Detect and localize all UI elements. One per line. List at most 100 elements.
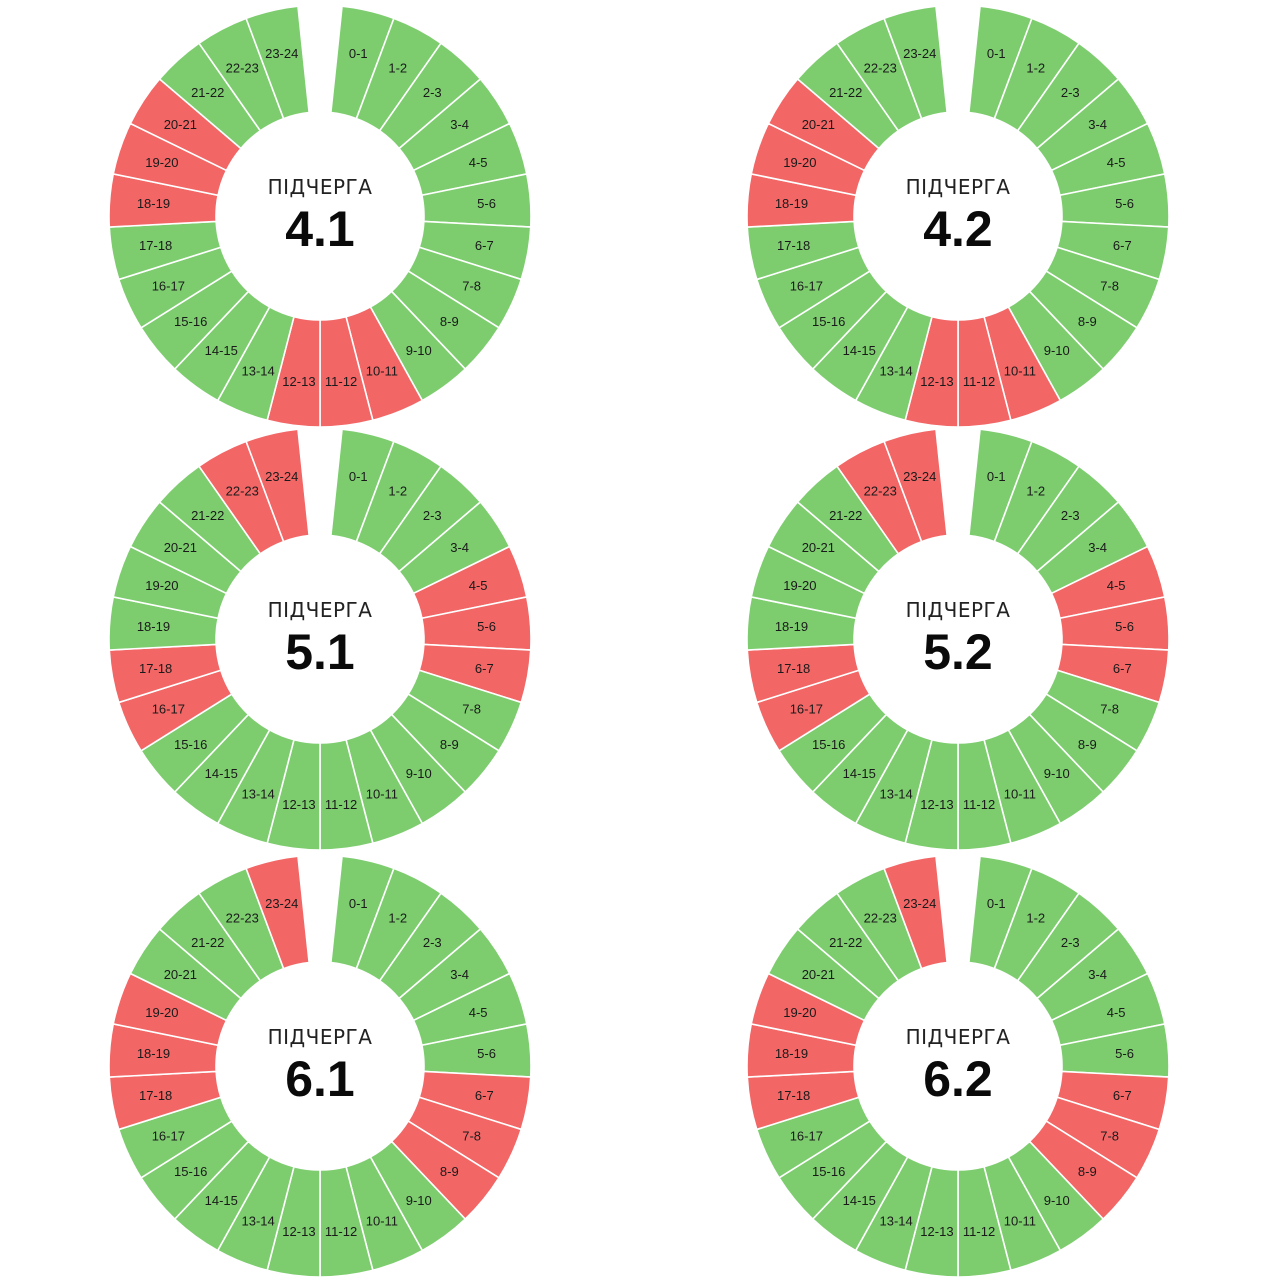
hour-label: 8-9 — [1078, 1164, 1097, 1179]
schedule-wheel-4-2: 0-1 1-2 2-3 3-4 4-5 5-6 6-7 7-8 8-9 9-10 10-11 11-1… — [746, 5, 1170, 428]
hour-label: 10-11 — [366, 364, 398, 379]
hour-label: 9-10 — [1044, 343, 1070, 358]
hour-label: 22-23 — [864, 484, 897, 499]
hour-label: 14-15 — [843, 766, 876, 781]
hour-label: 20-21 — [164, 967, 197, 982]
hour-label: 19-20 — [783, 155, 816, 170]
hour-label: 21-22 — [191, 935, 224, 950]
subqueue-number: 5.1 — [285, 624, 355, 680]
subqueue-number: 6.1 — [285, 1051, 355, 1107]
hour-label: 0-1 — [987, 46, 1006, 61]
hour-label: 11-12 — [963, 374, 995, 389]
hour-label: 9-10 — [1044, 1193, 1070, 1208]
hour-label: 1-2 — [1026, 61, 1045, 76]
hour-label: 21-22 — [191, 508, 224, 523]
hour-label: 2-3 — [1061, 85, 1080, 100]
hour-label: 10-11 — [1004, 787, 1036, 802]
subqueue-number: 4.1 — [285, 201, 355, 257]
hour-label: 7-8 — [462, 278, 481, 293]
hour-label: 17-18 — [777, 661, 810, 676]
hour-label: 11-12 — [963, 797, 995, 812]
hour-label: 17-18 — [777, 1088, 810, 1103]
subqueue-caption: ПІДЧЕРГА — [906, 175, 1011, 199]
hour-label: 2-3 — [423, 85, 442, 100]
hour-label: 9-10 — [406, 1193, 432, 1208]
hour-label: 12-13 — [282, 797, 315, 812]
hour-label: 22-23 — [226, 911, 259, 926]
hour-label: 9-10 — [406, 343, 432, 358]
subqueue-caption: ПІДЧЕРГА — [906, 598, 1011, 622]
hour-label: 4-5 — [1107, 1005, 1126, 1020]
hour-label: 14-15 — [205, 766, 238, 781]
hour-label: 20-21 — [164, 117, 197, 132]
hour-label: 10-11 — [366, 787, 398, 802]
hour-label: 3-4 — [450, 967, 469, 982]
hour-label: 15-16 — [174, 314, 207, 329]
hour-label: 15-16 — [812, 737, 845, 752]
hour-label: 7-8 — [462, 701, 481, 716]
hour-segment-23-24-on — [883, 5, 949, 120]
hour-segment-23-24-off — [245, 855, 311, 970]
hour-label: 6-7 — [475, 1088, 494, 1103]
hour-label: 4-5 — [1107, 578, 1126, 593]
hour-label: 2-3 — [423, 935, 442, 950]
hour-label: 7-8 — [1100, 1128, 1119, 1143]
hour-segment-23-24-off — [245, 428, 311, 543]
hour-label: 5-6 — [477, 196, 496, 211]
hour-label: 12-13 — [282, 374, 315, 389]
hour-label: 17-18 — [777, 238, 810, 253]
hour-label: 5-6 — [1115, 619, 1134, 634]
hour-label: 14-15 — [205, 1193, 238, 1208]
hour-label: 15-16 — [174, 737, 207, 752]
hour-label: 12-13 — [282, 1224, 315, 1239]
hour-label: 11-12 — [325, 1224, 357, 1239]
hour-segment-23-24-on — [245, 5, 311, 120]
hour-label: 18-19 — [775, 1046, 808, 1061]
hour-segment-23-24-off — [883, 428, 949, 543]
hour-label: 16-17 — [152, 701, 185, 716]
hour-label: 5-6 — [1115, 1046, 1134, 1061]
hour-label: 14-15 — [205, 343, 238, 358]
hour-label: 4-5 — [469, 578, 488, 593]
hour-label: 21-22 — [829, 508, 862, 523]
hour-label: 9-10 — [1044, 766, 1070, 781]
hour-label: 16-17 — [790, 1128, 823, 1143]
hour-label: 1-2 — [1026, 484, 1045, 499]
hour-label: 9-10 — [406, 766, 432, 781]
hour-label: 18-19 — [137, 196, 170, 211]
hour-label: 8-9 — [1078, 737, 1097, 752]
hour-label: 20-21 — [164, 540, 197, 555]
subqueue-number: 6.2 — [923, 1051, 993, 1107]
hour-label: 6-7 — [1113, 1088, 1132, 1103]
hour-label: 15-16 — [812, 314, 845, 329]
hour-label: 5-6 — [477, 1046, 496, 1061]
hour-label: 19-20 — [145, 1005, 178, 1020]
hour-label: 19-20 — [783, 1005, 816, 1020]
hour-label: 12-13 — [920, 797, 953, 812]
hour-label: 22-23 — [226, 61, 259, 76]
hour-label: 13-14 — [241, 1214, 274, 1229]
hour-segment-23-24-off — [883, 855, 949, 970]
hour-label: 16-17 — [152, 1128, 185, 1143]
hour-label: 3-4 — [1088, 967, 1107, 982]
hour-label: 17-18 — [139, 1088, 172, 1103]
subqueue-caption: ПІДЧЕРГА — [268, 598, 373, 622]
hour-label: 6-7 — [475, 238, 494, 253]
hour-label: 13-14 — [879, 787, 912, 802]
hour-label: 0-1 — [349, 896, 368, 911]
schedule-wheel-6-2: 0-1 1-2 2-3 3-4 4-5 5-6 6-7 7-8 8-9 9-10 10-11 11-1… — [746, 855, 1170, 1278]
hour-label: 3-4 — [450, 117, 469, 132]
hour-label: 21-22 — [829, 85, 862, 100]
hour-label: 0-1 — [987, 469, 1006, 484]
subqueue-number: 4.2 — [923, 201, 993, 257]
hour-label: 23-24 — [903, 469, 936, 484]
hour-label: 1-2 — [388, 61, 407, 76]
subqueue-caption: ПІДЧЕРГА — [268, 175, 373, 199]
hour-label: 20-21 — [802, 967, 835, 982]
schedule-wheel-6-1: 0-1 1-2 2-3 3-4 4-5 5-6 6-7 7-8 8-9 9-10 10-11 11-1… — [108, 855, 532, 1278]
hour-label: 23-24 — [903, 46, 936, 61]
hour-label: 12-13 — [920, 1224, 953, 1239]
hour-label: 15-16 — [812, 1164, 845, 1179]
subqueue-caption: ПІДЧЕРГА — [906, 1025, 1011, 1049]
